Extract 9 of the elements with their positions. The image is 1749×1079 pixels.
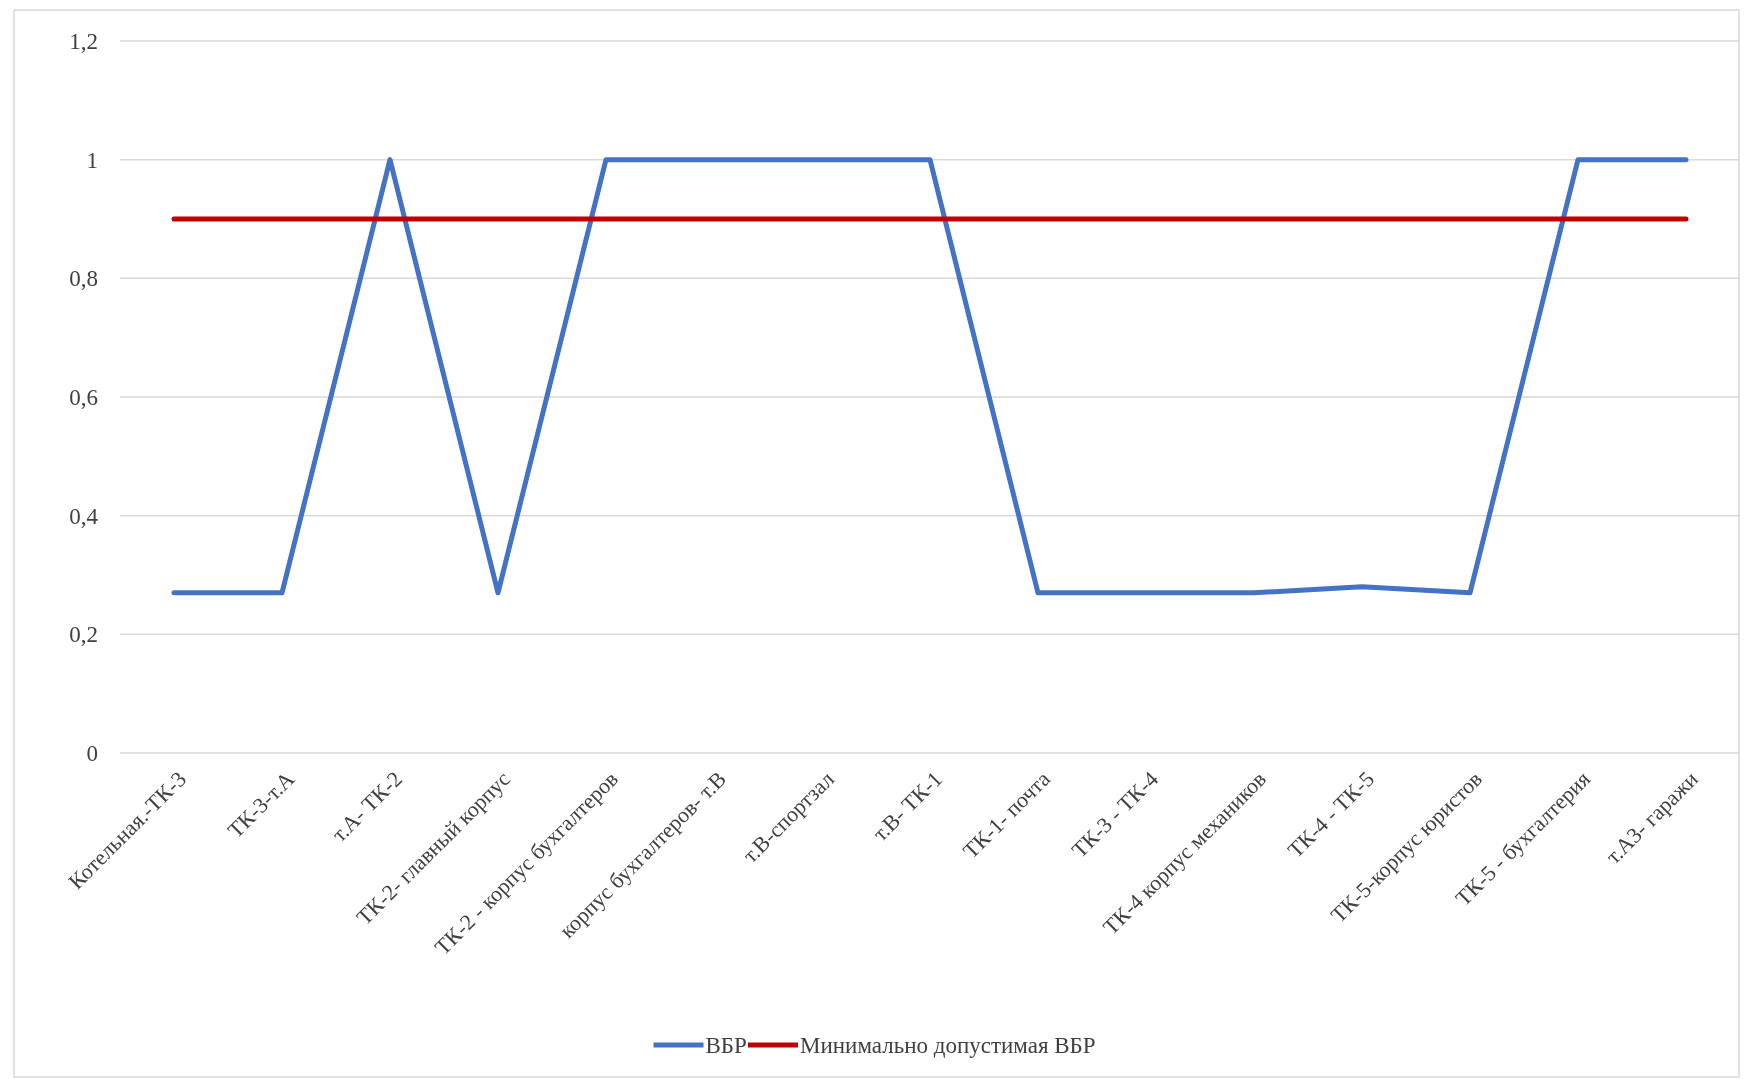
legend-label: Минимально допустимая ВБР <box>800 1033 1096 1059</box>
y-tick-label: 0,8 <box>69 266 98 292</box>
y-tick-label: 0 <box>86 741 98 767</box>
y-tick-label: 1 <box>86 147 98 173</box>
y-tick-label: 0,2 <box>69 622 98 648</box>
legend-label: ВБР <box>705 1033 747 1059</box>
y-tick-label: 0,6 <box>69 385 98 411</box>
y-tick-label: 1,2 <box>69 29 98 55</box>
y-tick-label: 0,4 <box>69 503 99 529</box>
